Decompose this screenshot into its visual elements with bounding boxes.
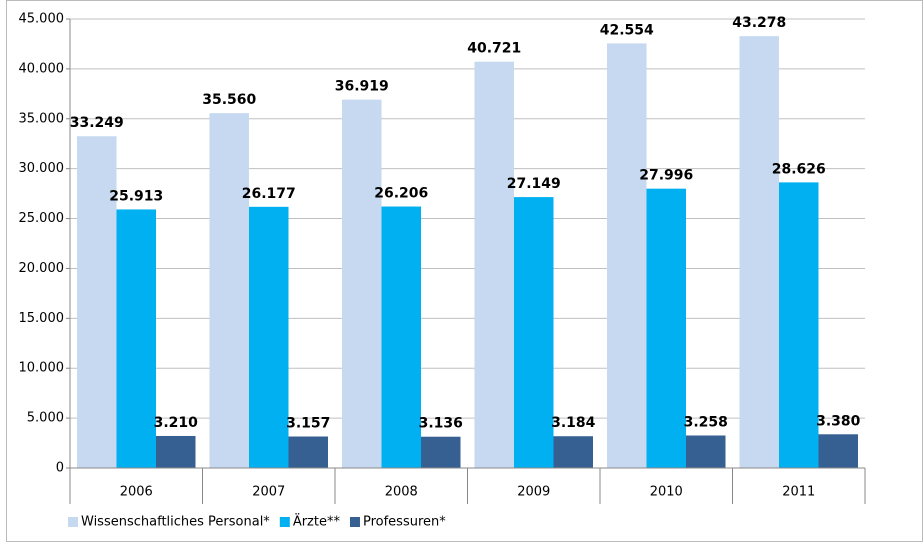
y-tick-label: 15.000 (19, 311, 65, 326)
bar (249, 206, 289, 468)
bar (156, 435, 196, 468)
legend-label: Ärzte** (293, 514, 341, 530)
value-label: 26.206 (374, 186, 428, 202)
value-label: 27.996 (639, 168, 693, 184)
x-tick-label: 2009 (517, 485, 550, 500)
value-label: 40.721 (467, 41, 521, 57)
value-label: 3.136 (419, 416, 463, 432)
value-label: 28.626 (772, 161, 826, 177)
value-label: 3.380 (816, 413, 861, 429)
bar (607, 43, 647, 469)
y-tick-label: 25.000 (19, 211, 65, 226)
legend-label: Wissenschaftliches Personal* (81, 515, 270, 530)
value-label: 27.149 (507, 176, 561, 192)
bar (818, 434, 858, 468)
bar (553, 436, 593, 468)
x-tick-label: 2010 (650, 485, 683, 500)
bar (646, 188, 686, 468)
bar (116, 209, 156, 468)
x-tick-label: 2008 (385, 485, 418, 500)
y-tick-label: 45.000 (19, 12, 65, 27)
y-tick-label: 20.000 (19, 261, 65, 276)
bar (209, 113, 249, 469)
value-label: 25.913 (109, 188, 163, 204)
y-tick-label: 0 (56, 461, 64, 476)
value-label: 3.258 (684, 414, 728, 430)
legend-swatch (68, 517, 78, 527)
x-tick-label: 2011 (782, 485, 815, 500)
bar (421, 436, 461, 468)
y-tick-label: 5.000 (27, 411, 64, 426)
bar (77, 136, 117, 468)
bar (779, 182, 819, 468)
legend-label: Professuren* (363, 515, 446, 530)
value-label: 42.554 (600, 22, 654, 38)
y-tick-label: 10.000 (19, 361, 65, 376)
legend-swatch (349, 517, 360, 527)
bar (381, 206, 421, 469)
value-label: 36.919 (335, 79, 389, 95)
value-label: 33.249 (70, 115, 124, 131)
bar (514, 197, 554, 468)
y-tick-label: 35.000 (19, 111, 65, 126)
value-label: 26.177 (242, 186, 296, 202)
bar (686, 435, 726, 468)
x-tick-label: 2006 (120, 485, 153, 500)
x-tick-label: 2007 (252, 485, 285, 500)
bar (739, 36, 779, 468)
value-label: 43.278 (732, 15, 786, 31)
legend-swatch (279, 517, 290, 527)
value-label: 3.184 (551, 415, 596, 431)
bar (474, 61, 514, 468)
bar (288, 436, 328, 468)
y-tick-label: 40.000 (19, 61, 65, 76)
value-label: 35.560 (202, 92, 256, 108)
value-label: 3.157 (286, 416, 330, 432)
bar (342, 99, 382, 468)
value-label: 3.210 (154, 415, 199, 431)
y-tick-label: 30.000 (19, 161, 65, 176)
